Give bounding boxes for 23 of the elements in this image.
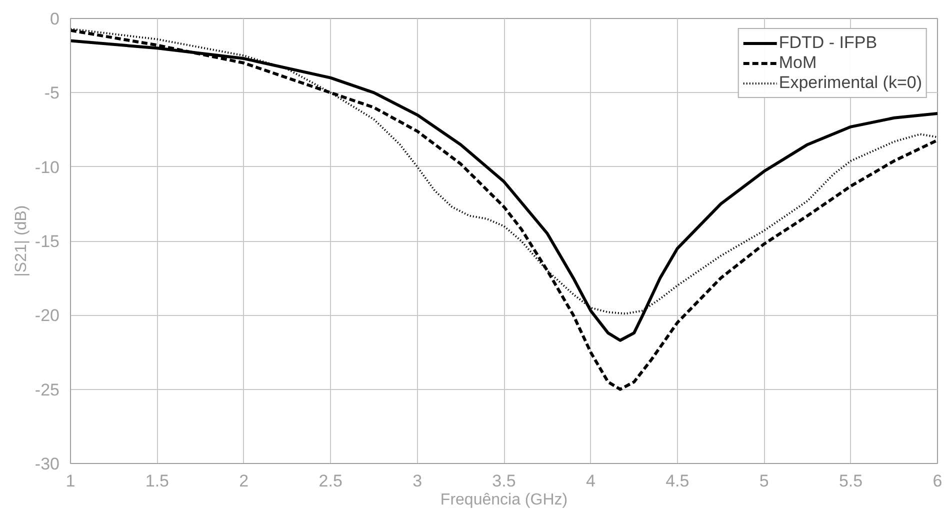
x-tick-label: 5: [759, 472, 769, 490]
legend-label: Experimental (k=0): [778, 73, 922, 93]
y-tick-label: -25: [34, 380, 60, 400]
x-tick-label: 3.5: [492, 472, 516, 490]
x-tick-label: 1.5: [145, 472, 170, 490]
x-tick-label: 5.5: [838, 472, 863, 490]
x-tick-label: 6: [932, 472, 942, 490]
y-tick-label: -15: [34, 232, 60, 251]
y-tick-label: -20: [34, 306, 60, 326]
x-tick-label: 4.5: [666, 472, 690, 490]
y-axis-title: |S21| (dB): [12, 205, 30, 277]
x-axis-title: Frequência (GHz): [440, 492, 568, 508]
x-tick-label: 1: [66, 472, 76, 490]
x-tick-label: 3: [412, 472, 422, 490]
x-tick-label: 2.5: [318, 472, 342, 490]
x-tick-label: 2: [239, 472, 249, 490]
legend-label: MoM: [778, 53, 817, 73]
y-tick-label: -10: [34, 158, 60, 177]
y-tick-label: -5: [44, 84, 60, 103]
legend-label: FDTD - IFPB: [778, 33, 878, 53]
y-tick-label: 0: [50, 10, 60, 28]
x-tick-label: 4: [586, 472, 596, 490]
y-tick-label: -30: [34, 454, 60, 474]
